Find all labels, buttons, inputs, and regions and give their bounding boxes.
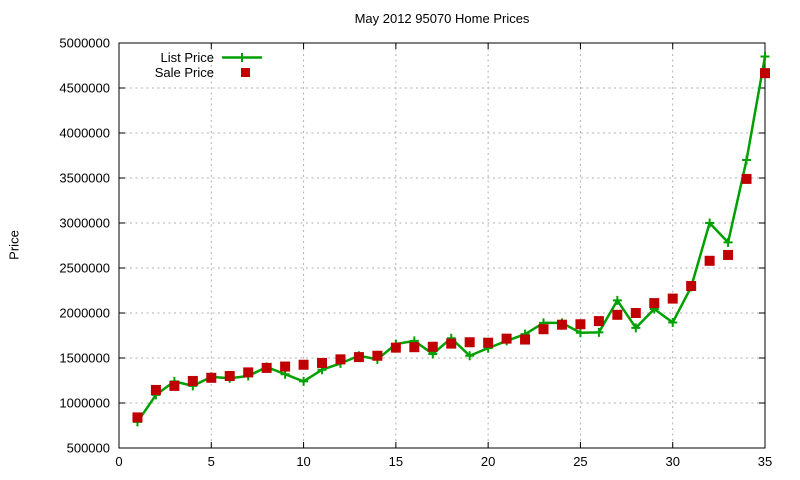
sale-price-marker xyxy=(390,342,401,353)
x-tick-label: 20 xyxy=(481,454,495,469)
sale-price-marker xyxy=(261,362,272,373)
list-price-line xyxy=(136,56,767,423)
sale-price-marker xyxy=(464,337,475,348)
sale-price-marker xyxy=(704,255,715,266)
sale-price-marker xyxy=(427,341,438,352)
y-tick-label: 3500000 xyxy=(59,171,110,186)
legend-label: List Price xyxy=(160,50,214,65)
sale-price-marker xyxy=(538,324,549,335)
sale-price-marker xyxy=(446,338,457,349)
y-tick-label: 500000 xyxy=(67,441,110,456)
x-tick-label: 30 xyxy=(665,454,679,469)
plot-border xyxy=(118,42,766,449)
y-tick-label: 4000000 xyxy=(59,126,110,141)
sale-price-marker xyxy=(187,375,198,386)
list-price-markers xyxy=(132,52,770,427)
sale-price-marker xyxy=(520,334,531,345)
sale-price-marker xyxy=(372,350,383,361)
sale-price-marker xyxy=(593,316,604,327)
sale-price-marker xyxy=(649,298,660,309)
x-tick-label: 10 xyxy=(296,454,310,469)
legend-label: Sale Price xyxy=(154,65,214,80)
y-tick-label: 2500000 xyxy=(59,261,110,276)
legend: List Price Sale Price xyxy=(119,50,270,80)
x-tick-label: 25 xyxy=(573,454,587,469)
sale-price-marker xyxy=(686,281,697,291)
sale-price-marker xyxy=(575,319,586,330)
sale-price-marker xyxy=(353,352,364,363)
sale-price-marker xyxy=(741,173,752,184)
sale-price-marker xyxy=(335,354,346,365)
legend-item-list-price: List Price xyxy=(119,50,270,65)
sale-price-marker xyxy=(409,342,420,353)
legend-item-sale-price: Sale Price xyxy=(119,65,270,80)
sale-price-marker xyxy=(298,359,309,370)
sale-price-marker xyxy=(501,333,512,344)
x-tick-label: 15 xyxy=(389,454,403,469)
y-tick-label: 4500000 xyxy=(59,81,110,96)
sale-price-marker xyxy=(224,371,235,381)
sale-price-marker xyxy=(206,372,217,383)
sale-price-marker xyxy=(150,384,161,395)
x-tick-label: 35 xyxy=(758,454,772,469)
y-axis-title: Price xyxy=(6,230,22,260)
sale-price-marker xyxy=(612,309,623,320)
legend-line-plus-icon xyxy=(214,50,270,65)
sale-price-marker xyxy=(667,293,678,304)
sale-price-marker xyxy=(723,249,734,260)
sale-price-marker xyxy=(317,357,328,368)
legend-square-icon xyxy=(214,65,270,80)
sale-price-marker xyxy=(483,337,494,348)
y-tick-label: 3000000 xyxy=(59,216,110,231)
y-tick-label: 1000000 xyxy=(59,396,110,411)
y-tick-label: 1500000 xyxy=(59,351,110,366)
x-tick-label: 5 xyxy=(208,454,215,469)
sale-price-marker xyxy=(243,367,254,378)
sale-price-marker xyxy=(630,308,641,318)
chart-title: May 2012 95070 Home Prices xyxy=(354,11,530,26)
sale-price-marker xyxy=(760,68,770,79)
sale-price-marker xyxy=(556,319,567,330)
y-tick-label: 2000000 xyxy=(59,306,110,321)
sale-price-marker xyxy=(169,380,180,391)
sale-price-marker xyxy=(132,412,143,423)
x-tick-label: 0 xyxy=(115,454,122,469)
y-tick-label: 5000000 xyxy=(59,36,110,51)
sale-price-marker xyxy=(280,361,291,372)
